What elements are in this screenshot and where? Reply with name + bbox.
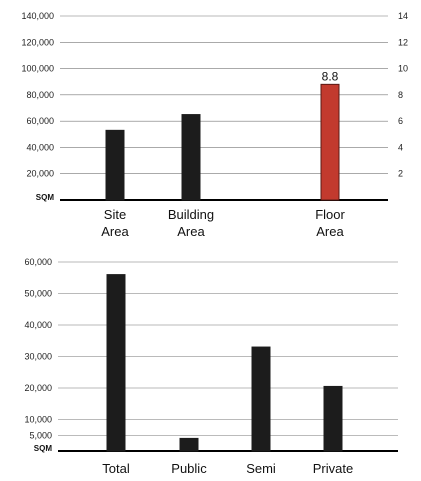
y-right-tick-label: 8 xyxy=(398,90,403,100)
area-chart-svg: 140,000 120,000 100,000 80,000 60,000 40,000 2… xyxy=(21,11,408,239)
bar xyxy=(179,437,199,452)
program-chart-svg: 60,000 50,000 40,000 30,000 20,000 10,000 5,00… xyxy=(24,257,398,476)
category-label: Building xyxy=(168,207,214,222)
bar xyxy=(320,83,340,201)
data-label: 8.8 xyxy=(322,69,339,83)
category-label: Area xyxy=(101,224,129,239)
y-tick-label: 100,000 xyxy=(21,64,54,74)
bar xyxy=(181,114,201,201)
unit-label: SQM xyxy=(34,444,53,453)
y-tick-label: 50,000 xyxy=(24,289,52,299)
category-label: Semi xyxy=(246,461,276,476)
category-label: Area xyxy=(316,224,344,239)
y-tick-label: 60,000 xyxy=(26,116,54,126)
unit-label: SQM xyxy=(36,193,55,202)
y-right-tick-label: 2 xyxy=(398,169,403,179)
category-label: Private xyxy=(313,461,353,476)
y-tick-label: 5,000 xyxy=(29,430,52,440)
y-tick-label: 60,000 xyxy=(24,257,52,267)
y-tick-label: 30,000 xyxy=(24,352,52,362)
category-label: Total xyxy=(102,461,130,476)
y-tick-label: 20,000 xyxy=(24,383,52,393)
y-tick-label: 10,000 xyxy=(24,415,52,425)
y-right-tick-label: 14 xyxy=(398,11,408,21)
bar xyxy=(323,385,343,452)
category-label: Floor xyxy=(315,207,345,222)
y-tick-label: 120,000 xyxy=(21,37,54,47)
y-right-tick-label: 4 xyxy=(398,142,403,152)
y-tick-label: 40,000 xyxy=(24,320,52,330)
y-right-tick-label: 10 xyxy=(398,64,408,74)
y-tick-label: 140,000 xyxy=(21,11,54,21)
y-tick-label: 20,000 xyxy=(26,169,54,179)
y-tick-label: 40,000 xyxy=(26,142,54,152)
y-right-tick-label: 6 xyxy=(398,116,403,126)
bar xyxy=(251,346,271,452)
y-right-tick-label: 12 xyxy=(398,37,408,47)
bar xyxy=(106,274,126,452)
y-tick-label: 80,000 xyxy=(26,90,54,100)
category-label: Site xyxy=(104,207,126,222)
category-label: Area xyxy=(177,224,205,239)
category-label: Public xyxy=(171,461,207,476)
bar xyxy=(105,129,125,201)
